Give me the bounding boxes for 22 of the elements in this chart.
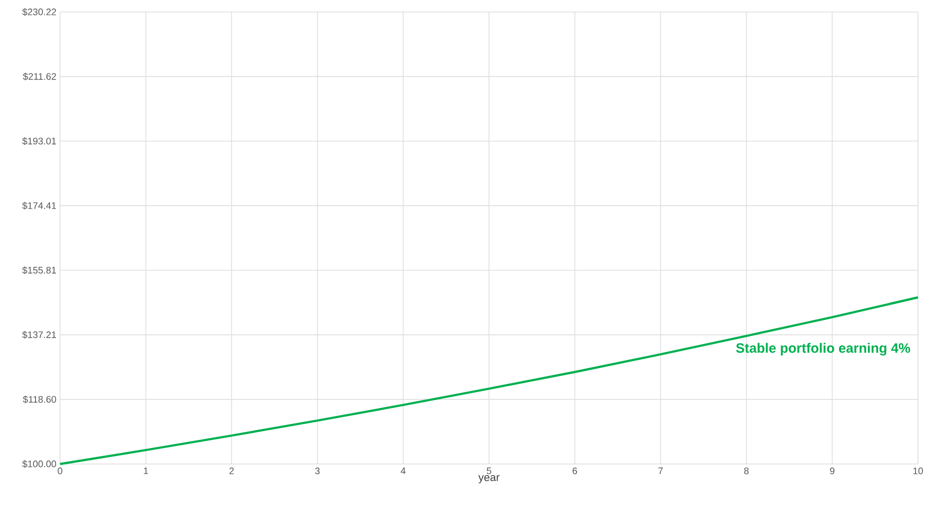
x-tick-label: 5 xyxy=(486,468,492,474)
x-tick-label: 1 xyxy=(144,468,148,474)
x-tick-label: 9 xyxy=(830,468,834,474)
y-tick-label: $137.21 xyxy=(22,330,56,339)
y-tick-label: $100.00 xyxy=(22,460,56,468)
x-tick-label: 2 xyxy=(229,468,234,474)
x-tick-label: 6 xyxy=(572,468,578,474)
x-tick-label: 3 xyxy=(315,468,320,474)
x-tick-label: 10 xyxy=(913,468,923,474)
y-tick-label: $155.81 xyxy=(22,266,56,274)
x-axis-title: year xyxy=(478,475,500,484)
x-tick-label: 7 xyxy=(658,468,663,474)
y-tick-label: $211.62 xyxy=(22,72,56,80)
y-tick-label: $230.22 xyxy=(22,8,56,16)
y-tick-label: $193.01 xyxy=(22,137,56,145)
y-tick-label: $118.60 xyxy=(22,396,56,404)
line-series xyxy=(58,296,920,466)
x-tick-label: 4 xyxy=(400,468,406,474)
x-tick-label: 0 xyxy=(58,468,62,474)
series-label: Stable portfolio earning 4% xyxy=(736,342,910,356)
x-tick-label: 8 xyxy=(744,468,749,474)
y-tick-label: $174.41 xyxy=(22,202,56,210)
